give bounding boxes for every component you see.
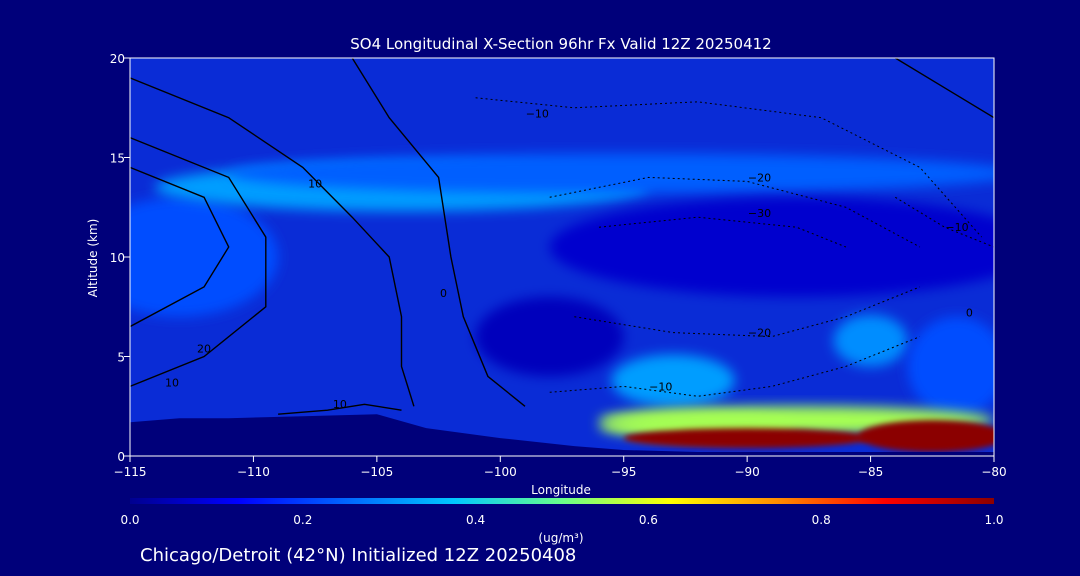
terrain-mask bbox=[130, 414, 994, 456]
contour-dashed bbox=[598, 216, 847, 248]
contour-label: 20 bbox=[197, 343, 211, 356]
colorbar-tick-label: 0.2 bbox=[293, 513, 312, 527]
footer-caption: Chicago/Detroit (42°N) Initialized 12Z 2… bbox=[140, 545, 576, 566]
contour-label: 0 bbox=[966, 307, 973, 320]
contour-solid bbox=[130, 77, 415, 407]
y-tick-label: 15 bbox=[110, 152, 125, 166]
y-axis: 0 5 10 15 20 bbox=[110, 52, 130, 464]
contour-label: −10 bbox=[649, 380, 672, 393]
x-tick-label: −80 bbox=[981, 465, 1006, 479]
chart-title: SO4 Longitudinal X-Section 96hr Fx Valid… bbox=[350, 35, 771, 53]
contour-label: −10 bbox=[526, 108, 549, 121]
contour-label: 10 bbox=[308, 177, 322, 190]
colorbar-tick-label: 0.0 bbox=[120, 513, 139, 527]
colorbar: 0.0 0.2 0.4 0.6 0.8 1.0 (ug/m³) bbox=[120, 498, 1004, 545]
x-tick-label: −90 bbox=[734, 465, 759, 479]
y-tick-label: 10 bbox=[110, 251, 125, 265]
colorbar-unit-label: (ug/m³) bbox=[538, 531, 583, 545]
x-axis: −115 −110 −105 −100 −95 −90 −85 −80 bbox=[114, 456, 1007, 479]
field-region bbox=[475, 296, 624, 377]
field-region bbox=[833, 314, 908, 367]
colorbar-tick-label: 0.8 bbox=[812, 513, 831, 527]
y-tick-label: 20 bbox=[110, 52, 125, 66]
contour-solid bbox=[351, 58, 526, 407]
contour-dashed bbox=[574, 286, 921, 338]
contour-label: −30 bbox=[748, 207, 771, 220]
contour-solid bbox=[894, 58, 994, 119]
x-tick-label: −105 bbox=[360, 465, 393, 479]
field-region bbox=[611, 354, 735, 407]
contour-label: −20 bbox=[748, 171, 771, 184]
field-region bbox=[130, 197, 279, 317]
contour-solid bbox=[130, 136, 267, 388]
contour-label: 10 bbox=[333, 398, 347, 411]
x-axis-label: Longitude bbox=[531, 483, 591, 497]
contour-label: 10 bbox=[165, 376, 179, 389]
y-axis-label: Altitude (km) bbox=[86, 219, 100, 298]
contour-label: −10 bbox=[945, 221, 968, 234]
contour-solid bbox=[278, 403, 402, 415]
concentration-field bbox=[130, 153, 994, 453]
colorbar-ticks: 0.0 0.2 0.4 0.6 0.8 1.0 bbox=[120, 513, 1003, 527]
field-region bbox=[907, 316, 994, 417]
colorbar-tick-label: 0.6 bbox=[639, 513, 658, 527]
plot-area: 10 20 10 0 10 0 −10 −20 −30 −20 −10 −10 bbox=[129, 57, 995, 457]
contour-lines: 10 20 10 0 10 0 −10 −20 −30 −20 −10 −10 bbox=[130, 58, 994, 415]
x-tick-label: −85 bbox=[858, 465, 883, 479]
contour-dashed bbox=[549, 336, 921, 397]
x-tick-label: −100 bbox=[484, 465, 517, 479]
y-tick-label: 0 bbox=[117, 450, 125, 464]
y-tick-label: 5 bbox=[117, 351, 125, 365]
x-tick-label: −115 bbox=[114, 465, 147, 479]
x-tick-label: −110 bbox=[237, 465, 270, 479]
field-region bbox=[228, 153, 994, 194]
x-tick-label: −95 bbox=[611, 465, 636, 479]
contour-solid bbox=[130, 166, 230, 328]
field-region bbox=[858, 420, 994, 453]
colorbar-ramp bbox=[130, 498, 994, 504]
colorbar-tick-label: 1.0 bbox=[984, 513, 1003, 527]
field-region bbox=[623, 428, 871, 449]
contour-label: 0 bbox=[440, 287, 447, 300]
field-region bbox=[549, 197, 994, 297]
contour-label: −20 bbox=[748, 327, 771, 340]
contour-dashed bbox=[475, 97, 983, 238]
colorbar-tick-label: 0.4 bbox=[466, 513, 485, 527]
